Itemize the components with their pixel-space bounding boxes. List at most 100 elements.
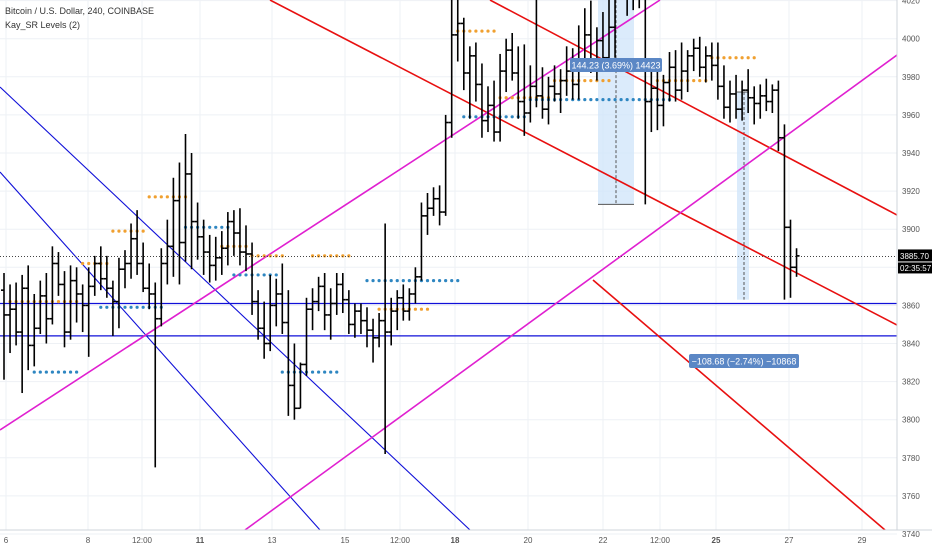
ohlc-bar[interactable]: [787, 219, 794, 298]
ohlc-bar[interactable]: [285, 290, 292, 416]
ohlc-bar[interactable]: [757, 84, 764, 119]
ohlc-bar[interactable]: [188, 153, 195, 270]
ohlc-bar[interactable]: [400, 284, 407, 321]
ohlc-bar[interactable]: [485, 86, 491, 133]
ohlc-bar[interactable]: [775, 80, 782, 152]
ohlc-bar[interactable]: [206, 234, 213, 283]
ohlc-bar[interactable]: [109, 280, 116, 336]
ohlc-bar[interactable]: [720, 65, 727, 119]
ohlc-bar[interactable]: [243, 225, 249, 272]
ohlc-bar[interactable]: [448, 0, 455, 138]
ohlc-bar[interactable]: [218, 231, 225, 275]
ohlc-bar[interactable]: [309, 288, 316, 331]
ohlc-bar[interactable]: [85, 267, 92, 357]
ohlc-bar[interactable]: [73, 267, 80, 323]
ohlc-bar[interactable]: [236, 208, 243, 266]
ohlc-bar[interactable]: [255, 290, 262, 340]
ohlc-bar[interactable]: [745, 69, 752, 113]
ohlc-bar[interactable]: [781, 124, 788, 300]
ohlc-bar[interactable]: [708, 42, 715, 81]
symbol-title[interactable]: Bitcoin / U.S. Dollar, 240, COINBASE: [5, 6, 155, 16]
ohlc-bar[interactable]: [472, 42, 479, 102]
ohlc-bar[interactable]: [182, 133, 189, 262]
ohlc-bar[interactable]: [279, 263, 286, 334]
ohlc-bar[interactable]: [122, 250, 128, 289]
trendline-magenta-channel-lower[interactable]: [244, 54, 897, 530]
ohlc-bar[interactable]: [648, 71, 655, 133]
ohlc-bar[interactable]: [382, 223, 389, 454]
measure-label-down-bg[interactable]: [689, 354, 799, 368]
ohlc-bar[interactable]: [503, 38, 510, 93]
ohlc-bar[interactable]: [146, 263, 153, 310]
ohlc-bar[interactable]: [176, 162, 183, 285]
ohlc-bar[interactable]: [751, 86, 758, 125]
ohlc-bar[interactable]: [97, 246, 104, 291]
ohlc-bar[interactable]: [763, 78, 770, 112]
ohlc-bar[interactable]: [297, 362, 304, 410]
ohlc-bar[interactable]: [230, 210, 237, 256]
ohlc-bar[interactable]: [61, 271, 68, 348]
ohlc-bar[interactable]: [436, 185, 443, 226]
ohlc-bar[interactable]: [636, 0, 642, 9]
ohlc-bar[interactable]: [539, 67, 546, 119]
ohlc-bar[interactable]: [19, 274, 26, 394]
ohlc-bar[interactable]: [31, 293, 38, 367]
ohlc-bar[interactable]: [1, 273, 7, 380]
ohlc-bar[interactable]: [430, 187, 437, 216]
ohlc-bar[interactable]: [333, 273, 340, 315]
ohlc-bar[interactable]: [672, 50, 679, 102]
ohlc-bar[interactable]: [55, 252, 62, 296]
ohlc-bar[interactable]: [261, 301, 268, 359]
ohlc-bar[interactable]: [315, 276, 322, 312]
ohlc-bar[interactable]: [678, 42, 685, 100]
ohlc-bar[interactable]: [714, 42, 721, 100]
ohlc-bar[interactable]: [497, 53, 504, 142]
ohlc-bar[interactable]: [370, 318, 377, 363]
ohlc-bar[interactable]: [690, 38, 697, 72]
ohlc-bar[interactable]: [170, 177, 177, 277]
ohlc-bar[interactable]: [273, 278, 280, 327]
ohlc-bar[interactable]: [103, 255, 110, 298]
ohlc-bar[interactable]: [466, 46, 473, 119]
ohlc-bar[interactable]: [521, 44, 528, 136]
ohlc-bar[interactable]: [533, 0, 540, 108]
ohlc-bar[interactable]: [442, 114, 449, 216]
ohlc-bar[interactable]: [793, 248, 800, 277]
ohlc-bar[interactable]: [454, 0, 461, 62]
ohlc-bar[interactable]: [115, 257, 122, 329]
ohlc-bar[interactable]: [702, 46, 709, 83]
ohlc-bar[interactable]: [339, 273, 346, 314]
ohlc-bar[interactable]: [654, 63, 661, 131]
ohlc-bar[interactable]: [67, 265, 74, 340]
ohlc-bar[interactable]: [13, 282, 20, 346]
ohlc-bar[interactable]: [551, 65, 558, 102]
ohlc-bar[interactable]: [727, 80, 733, 123]
ohlc-bar[interactable]: [364, 307, 370, 348]
trendline-magenta-channel-upper[interactable]: [0, 0, 661, 431]
ohlc-bar[interactable]: [509, 32, 516, 81]
ohlc-bar[interactable]: [79, 284, 86, 333]
ohlc-bar[interactable]: [7, 284, 14, 354]
ohlc-bar[interactable]: [515, 46, 522, 119]
trendline-red-channel-upper[interactable]: [269, 0, 897, 326]
ohlc-bar[interactable]: [412, 267, 419, 304]
ohlc-bar[interactable]: [158, 248, 165, 327]
ohlc-bar[interactable]: [388, 297, 395, 346]
ohlc-bar[interactable]: [424, 193, 431, 235]
ohlc-bar[interactable]: [630, 0, 636, 11]
ohlc-bar[interactable]: [212, 236, 219, 281]
ohlc-bar[interactable]: [327, 288, 334, 340]
ohlc-bar[interactable]: [140, 242, 147, 293]
trendline-red-channel-lower[interactable]: [592, 279, 886, 530]
ohlc-bar[interactable]: [696, 36, 703, 77]
ohlc-bar[interactable]: [460, 17, 467, 91]
measure-label-up-bg[interactable]: [570, 58, 662, 72]
ohlc-bar[interactable]: [684, 50, 691, 93]
ohlc-bar[interactable]: [491, 80, 498, 142]
ohlc-bar[interactable]: [545, 76, 552, 125]
ohlc-bar[interactable]: [612, 0, 618, 58]
ohlc-bar[interactable]: [418, 202, 425, 281]
ohlc-bar[interactable]: [739, 80, 746, 121]
